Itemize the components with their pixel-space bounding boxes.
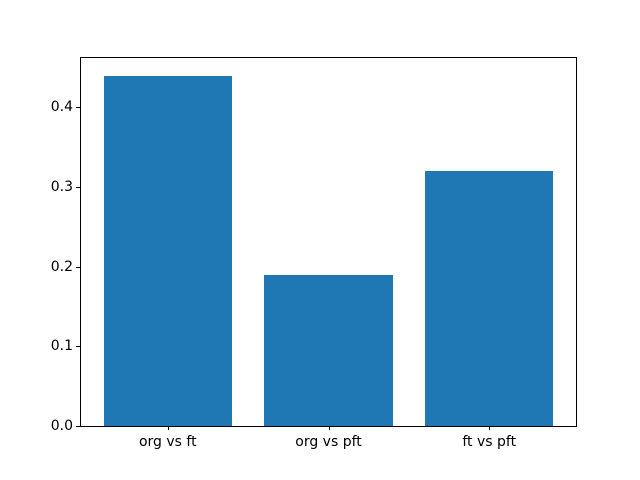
x-tick-label: ft vs pft xyxy=(462,434,517,450)
y-tick-mark xyxy=(76,426,80,427)
bar-org-vs-ft xyxy=(103,75,233,426)
bar-org-vs-pft xyxy=(264,274,393,426)
x-tick-label: org vs ft xyxy=(138,434,197,450)
y-tick-mark xyxy=(76,187,80,188)
bar-ft-vs-pft xyxy=(424,171,554,426)
x-tick-mark xyxy=(328,426,330,430)
y-tick-mark xyxy=(76,107,80,108)
y-tick-label: 0.1 xyxy=(50,338,73,354)
y-tick-mark xyxy=(76,346,80,347)
y-tick-label: 0.4 xyxy=(50,99,73,115)
y-tick-label: 0.3 xyxy=(50,179,73,195)
x-tick-mark xyxy=(489,426,491,430)
y-tick-label: 0.0 xyxy=(50,418,73,434)
y-tick-label: 0.2 xyxy=(50,259,73,275)
x-tick-label: org vs pft xyxy=(295,434,362,450)
x-tick-mark xyxy=(167,426,169,430)
y-tick-mark xyxy=(76,267,80,268)
plot-area xyxy=(80,57,577,427)
